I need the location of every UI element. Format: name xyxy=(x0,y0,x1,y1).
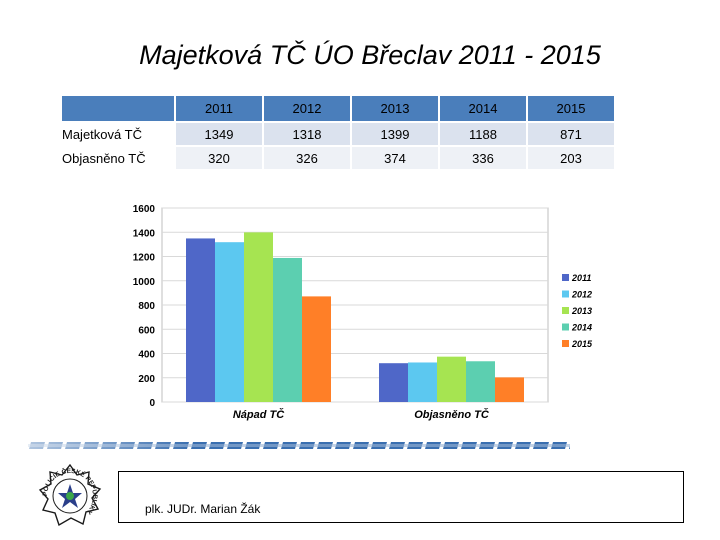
table-cell: 1399 xyxy=(352,123,438,145)
legend-label: 2015 xyxy=(571,339,593,349)
legend-swatch xyxy=(562,323,569,331)
data-table: 2011 2012 2013 2014 2015 Majetková TČ 13… xyxy=(60,94,616,171)
bar-2014 xyxy=(273,257,302,402)
decorative-stripe xyxy=(28,441,570,450)
row-label: Majetková TČ xyxy=(62,123,174,145)
signature-text: plk. JUDr. Marian Žák xyxy=(145,502,261,516)
y-tick-label: 1600 xyxy=(133,204,156,215)
legend-swatch xyxy=(562,340,569,347)
legend-swatch xyxy=(562,290,569,298)
table-cell: 871 xyxy=(528,123,614,145)
table-cell: 320 xyxy=(176,147,262,169)
police-logo-icon: POLICIE ČESKÉ REPUBLIKY xyxy=(38,464,102,527)
bar-chart: 0 200 400 600 800 1000 1200 1400 1600 Nápad TČ Obj… xyxy=(133,204,593,421)
y-tick-label: 600 xyxy=(138,325,155,336)
y-tick-label: 400 xyxy=(138,350,155,361)
y-tick-label: 1200 xyxy=(133,253,156,264)
table-header-cell: 2014 xyxy=(440,96,526,121)
table-cell: 1349 xyxy=(176,123,262,145)
page-title: Majetková TČ ÚO Břeclav 2011 - 2015 xyxy=(139,40,601,70)
y-tick-label: 800 xyxy=(138,301,155,312)
legend-label: 2012 xyxy=(571,290,592,300)
y-tick-label: 0 xyxy=(149,398,155,409)
table-cell: 1188 xyxy=(440,123,526,145)
bar-2013 xyxy=(244,232,273,402)
bar-2013 xyxy=(437,356,466,402)
bar-2011 xyxy=(186,238,215,402)
y-tick-label: 200 xyxy=(138,374,155,385)
table-header-cell: 2011 xyxy=(176,96,262,121)
signature-box: plk. JUDr. Marian Žák xyxy=(118,471,684,523)
x-category-label: Nápad TČ xyxy=(233,408,285,421)
table-row: Objasněno TČ 320 326 374 336 203 xyxy=(62,147,614,169)
table-cell: 336 xyxy=(440,147,526,169)
table-cell: 374 xyxy=(352,147,438,169)
bar-2014 xyxy=(466,361,495,402)
table-cell: 1318 xyxy=(264,123,350,145)
table-header-row: 2011 2012 2013 2014 2015 xyxy=(62,96,614,121)
table-header-cell: 2012 xyxy=(264,96,350,121)
table-cell: 203 xyxy=(528,147,614,169)
legend-label: 2011 xyxy=(571,273,591,283)
table-row: Majetková TČ 1349 1318 1399 1188 871 xyxy=(62,123,614,145)
table-header-cell: 2015 xyxy=(528,96,614,121)
table-header-cell xyxy=(62,96,174,121)
y-tick-label: 1400 xyxy=(133,228,156,239)
legend-label: 2014 xyxy=(571,323,592,333)
bar-2012 xyxy=(215,242,244,402)
bar-2011 xyxy=(379,363,408,402)
bar-2015 xyxy=(495,377,524,402)
x-category-label: Objasněno TČ xyxy=(414,408,490,421)
legend-swatch xyxy=(562,307,569,314)
table-cell: 326 xyxy=(264,147,350,169)
table-header-cell: 2013 xyxy=(352,96,438,121)
row-label: Objasněno TČ xyxy=(62,147,174,169)
bar-2015 xyxy=(302,296,331,402)
y-tick-label: 1000 xyxy=(133,277,156,288)
legend-swatch xyxy=(562,274,569,281)
legend-label: 2013 xyxy=(571,306,592,316)
bar-2012 xyxy=(408,362,437,402)
